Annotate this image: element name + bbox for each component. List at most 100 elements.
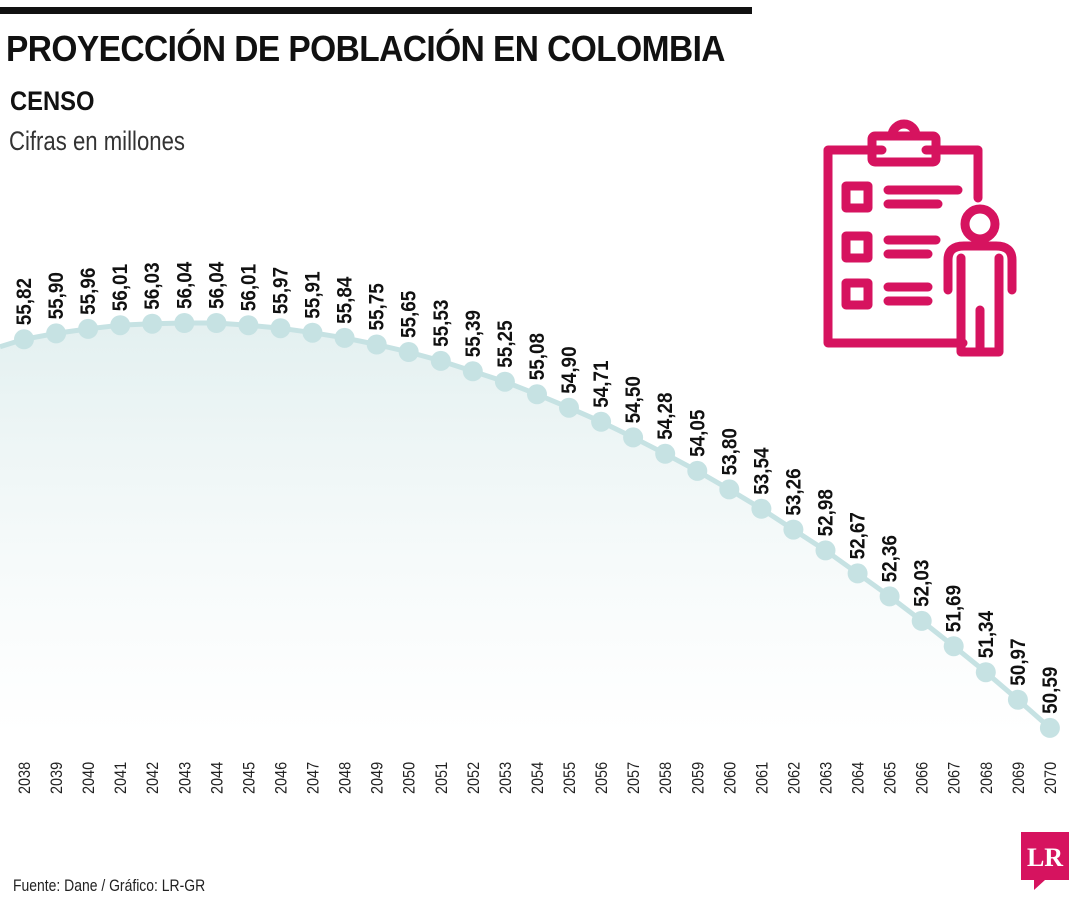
data-label-2059: 54,05 (686, 410, 709, 457)
data-label-2051: 55,53 (430, 300, 453, 347)
data-point-2044 (206, 313, 227, 333)
data-label-2043: 56,04 (173, 262, 196, 309)
x-tick-2057: 2057 (625, 762, 643, 794)
data-label-2038: 55,82 (13, 278, 36, 325)
chart-title: PROYECCIÓN DE POBLACIÓN EN COLOMBIA (6, 28, 725, 69)
data-label-2049: 55,75 (366, 283, 389, 330)
data-label-2057: 54,50 (622, 376, 645, 423)
data-label-2045: 56,01 (238, 264, 261, 311)
x-tick-2048: 2048 (337, 762, 355, 794)
data-point-2039 (46, 323, 67, 344)
x-tick-2041: 2041 (112, 762, 130, 794)
data-point-2068 (975, 662, 996, 683)
data-point-2057 (623, 427, 644, 448)
x-tick-2042: 2042 (144, 762, 162, 794)
x-tick-2045: 2045 (240, 762, 258, 794)
data-point-2048 (334, 327, 355, 348)
area-fill (0, 323, 1050, 738)
data-point-2070 (1039, 717, 1060, 738)
x-tick-2063: 2063 (817, 762, 835, 794)
data-label-2048: 55,84 (334, 277, 357, 324)
series-line (0, 320, 1052, 730)
data-label-2062: 53,26 (783, 468, 806, 515)
x-tick-2043: 2043 (176, 762, 194, 794)
data-point-2049 (366, 334, 387, 355)
data-label-2069: 50,97 (1007, 638, 1030, 685)
source-note: Fuente: Dane / Gráfico: LR-GR (13, 876, 206, 895)
data-label-2068: 51,34 (975, 611, 998, 658)
data-point-2053 (494, 371, 515, 392)
data-label-2041: 56,01 (109, 264, 132, 311)
x-tick-2050: 2050 (401, 762, 419, 794)
data-label-2039: 55,90 (45, 272, 68, 319)
x-tick-2067: 2067 (946, 762, 964, 794)
data-point-2041 (110, 315, 131, 336)
data-label-2070: 50,59 (1039, 667, 1062, 714)
x-tick-2059: 2059 (689, 762, 707, 794)
data-label-2042: 56,03 (141, 262, 164, 309)
data-point-2066 (911, 610, 932, 631)
x-tick-2038: 2038 (16, 762, 34, 794)
data-point-2047 (302, 322, 323, 343)
data-point-2062 (783, 519, 804, 540)
data-label-2060: 53,80 (718, 428, 741, 475)
data-label-2058: 54,28 (654, 393, 677, 440)
units-note: Cifras en millones (9, 126, 185, 156)
data-point-2051 (430, 350, 451, 371)
x-tick-2070: 2070 (1042, 762, 1060, 794)
data-point-2058 (655, 443, 676, 464)
data-label-2053: 55,25 (494, 320, 517, 367)
data-point-2060 (719, 479, 740, 500)
data-point-2056 (591, 411, 612, 432)
data-point-2065 (879, 586, 900, 607)
data-label-2044: 56,04 (206, 262, 229, 309)
x-tick-2055: 2055 (561, 762, 579, 794)
data-point-2046 (270, 318, 291, 339)
data-label-2066: 52,03 (911, 560, 934, 607)
data-point-2061 (751, 498, 772, 519)
data-label-2046: 55,97 (270, 267, 293, 314)
data-label-2056: 54,71 (590, 361, 613, 408)
x-tick-2066: 2066 (914, 762, 932, 794)
data-label-2050: 55,65 (398, 291, 421, 338)
data-label-2067: 51,69 (943, 585, 966, 632)
data-point-2063 (815, 540, 836, 561)
data-label-2055: 54,90 (558, 346, 581, 393)
data-point-2055 (559, 397, 579, 418)
data-label-2064: 52,67 (847, 512, 870, 559)
x-tick-2060: 2060 (721, 762, 739, 794)
data-point-2040 (78, 318, 99, 339)
svg-text:LR: LR (1027, 843, 1063, 872)
data-label-2047: 55,91 (302, 271, 325, 318)
data-label-2040: 55,96 (77, 268, 100, 315)
x-tick-2046: 2046 (272, 762, 290, 794)
x-tick-2040: 2040 (80, 762, 98, 794)
data-label-2061: 53,54 (751, 448, 774, 495)
x-tick-2056: 2056 (593, 762, 611, 794)
x-tick-2061: 2061 (753, 762, 771, 794)
data-point-2069 (1007, 689, 1028, 710)
data-point-2038 (14, 329, 34, 350)
data-point-2054 (527, 384, 547, 405)
lr-logo: LR (1021, 832, 1071, 897)
x-tick-2069: 2069 (1010, 762, 1028, 794)
x-tick-2051: 2051 (433, 762, 451, 794)
x-tick-2049: 2049 (369, 762, 387, 794)
data-point-2067 (943, 636, 964, 657)
x-tick-2047: 2047 (304, 762, 322, 794)
data-point-2052 (462, 361, 483, 382)
x-tick-2054: 2054 (529, 762, 547, 794)
data-point-2042 (142, 313, 163, 334)
data-label-2052: 55,39 (462, 310, 485, 357)
x-tick-2068: 2068 (978, 762, 996, 794)
data-label-2063: 52,98 (815, 489, 838, 536)
x-tick-2064: 2064 (850, 762, 868, 794)
data-point-2064 (847, 563, 868, 584)
top-rule (0, 7, 752, 14)
data-label-2065: 52,36 (879, 535, 902, 582)
data-point-2045 (238, 315, 259, 336)
data-point-2043 (174, 313, 195, 333)
x-tick-2065: 2065 (882, 762, 900, 794)
data-label-2054: 55,08 (526, 333, 549, 380)
x-tick-2039: 2039 (48, 762, 66, 794)
